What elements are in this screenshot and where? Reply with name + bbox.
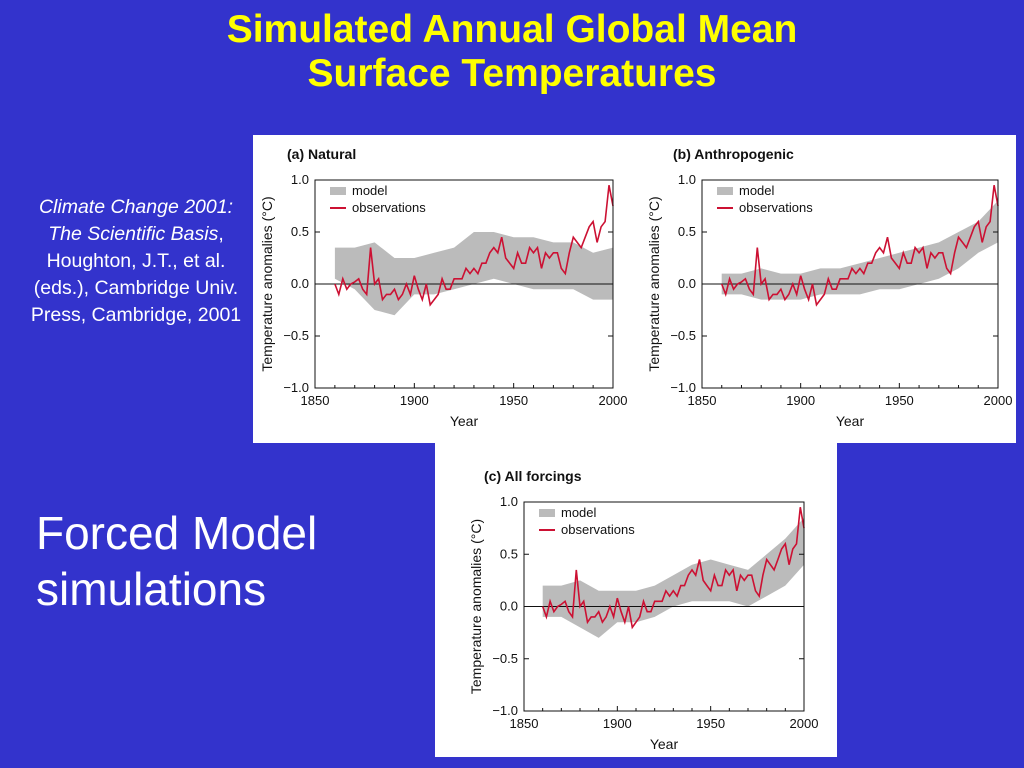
observations-line	[720, 185, 999, 307]
chart-title: (a) Natural	[287, 146, 356, 162]
x-tick-label: 1850	[688, 393, 717, 408]
citation: Climate Change 2001: The Scientific Basi…	[22, 194, 250, 329]
y-axis-label: Temperature anomalies (°C)	[468, 519, 484, 694]
x-tick-label: 2000	[790, 716, 819, 731]
x-tick-label: 1850	[301, 393, 330, 408]
x-tick-label: 1900	[400, 393, 429, 408]
y-tick-label: −1.0	[670, 380, 696, 395]
y-tick-label: 0.0	[500, 599, 518, 614]
legend-model-label: model	[739, 183, 775, 198]
slide-title: Simulated Annual Global Mean Surface Tem…	[0, 8, 1024, 96]
y-tick-label: 0.5	[500, 546, 518, 561]
legend-model-label: model	[352, 183, 388, 198]
model-band	[542, 517, 804, 638]
y-tick-label: 0.0	[678, 276, 696, 291]
x-tick-label: 1950	[885, 393, 914, 408]
y-tick-label: 1.0	[291, 172, 309, 187]
y-tick-label: 0.5	[678, 224, 696, 239]
slide-title-line1: Simulated Annual Global Mean	[226, 8, 798, 51]
y-tick-label: −0.5	[283, 328, 309, 343]
x-axis-label: Year	[450, 413, 479, 429]
y-axis-label: Temperature anomalies (°C)	[259, 196, 275, 371]
model-band	[334, 232, 613, 316]
y-tick-label: 1.0	[500, 494, 518, 509]
x-tick-label: 1950	[696, 716, 725, 731]
y-tick-label: −0.5	[670, 328, 696, 343]
chart-panel-bottom: (c) All forcings 1.0 0.5 0.0 −0.5 −1.0 1850 190…	[435, 443, 837, 757]
legend-observations-label: observations	[561, 522, 635, 537]
observations-line	[541, 507, 805, 630]
y-tick-label: 0.0	[291, 276, 309, 291]
legend-model-swatch	[539, 509, 555, 517]
y-tick-label: −1.0	[283, 380, 309, 395]
y-tick-label: 1.0	[678, 172, 696, 187]
x-tick-label: 2000	[984, 393, 1013, 408]
slide-title-line2: Surface Temperatures	[307, 52, 717, 95]
legend-observations-label: observations	[352, 200, 426, 215]
y-tick-label: 0.5	[291, 224, 309, 239]
caption: Forced Model simulations	[36, 507, 318, 615]
chart-panel-top: (a) Natural 1.0 0.5 0.0 −0.5 −1.0 1850 1900 1950…	[253, 135, 1016, 443]
citation-details: , Houghton, J.T., et al. (eds.), Cambrid…	[30, 223, 242, 326]
y-tick-label: −0.5	[492, 651, 518, 666]
x-tick-label: 1850	[510, 716, 539, 731]
legend-observations-label: observations	[739, 200, 813, 215]
y-axis-label: Temperature anomalies (°C)	[646, 196, 662, 371]
x-tick-label: 1900	[603, 716, 632, 731]
chart-title: (c) All forcings	[484, 468, 582, 484]
x-tick-label: 1950	[499, 393, 528, 408]
x-axis-label: Year	[650, 736, 679, 752]
legend-model-swatch	[717, 187, 733, 195]
x-tick-label: 2000	[599, 393, 628, 408]
observations-line	[334, 185, 614, 307]
legend-model-swatch	[330, 187, 346, 195]
model-band	[721, 200, 998, 300]
x-axis-label: Year	[836, 413, 865, 429]
chart-title: (b) Anthropogenic	[673, 146, 794, 162]
citation-book-title: Climate Change 2001: The Scientific Basi…	[38, 196, 234, 245]
legend-model-label: model	[561, 505, 597, 520]
y-tick-label: −1.0	[492, 703, 518, 718]
x-tick-label: 1900	[786, 393, 815, 408]
